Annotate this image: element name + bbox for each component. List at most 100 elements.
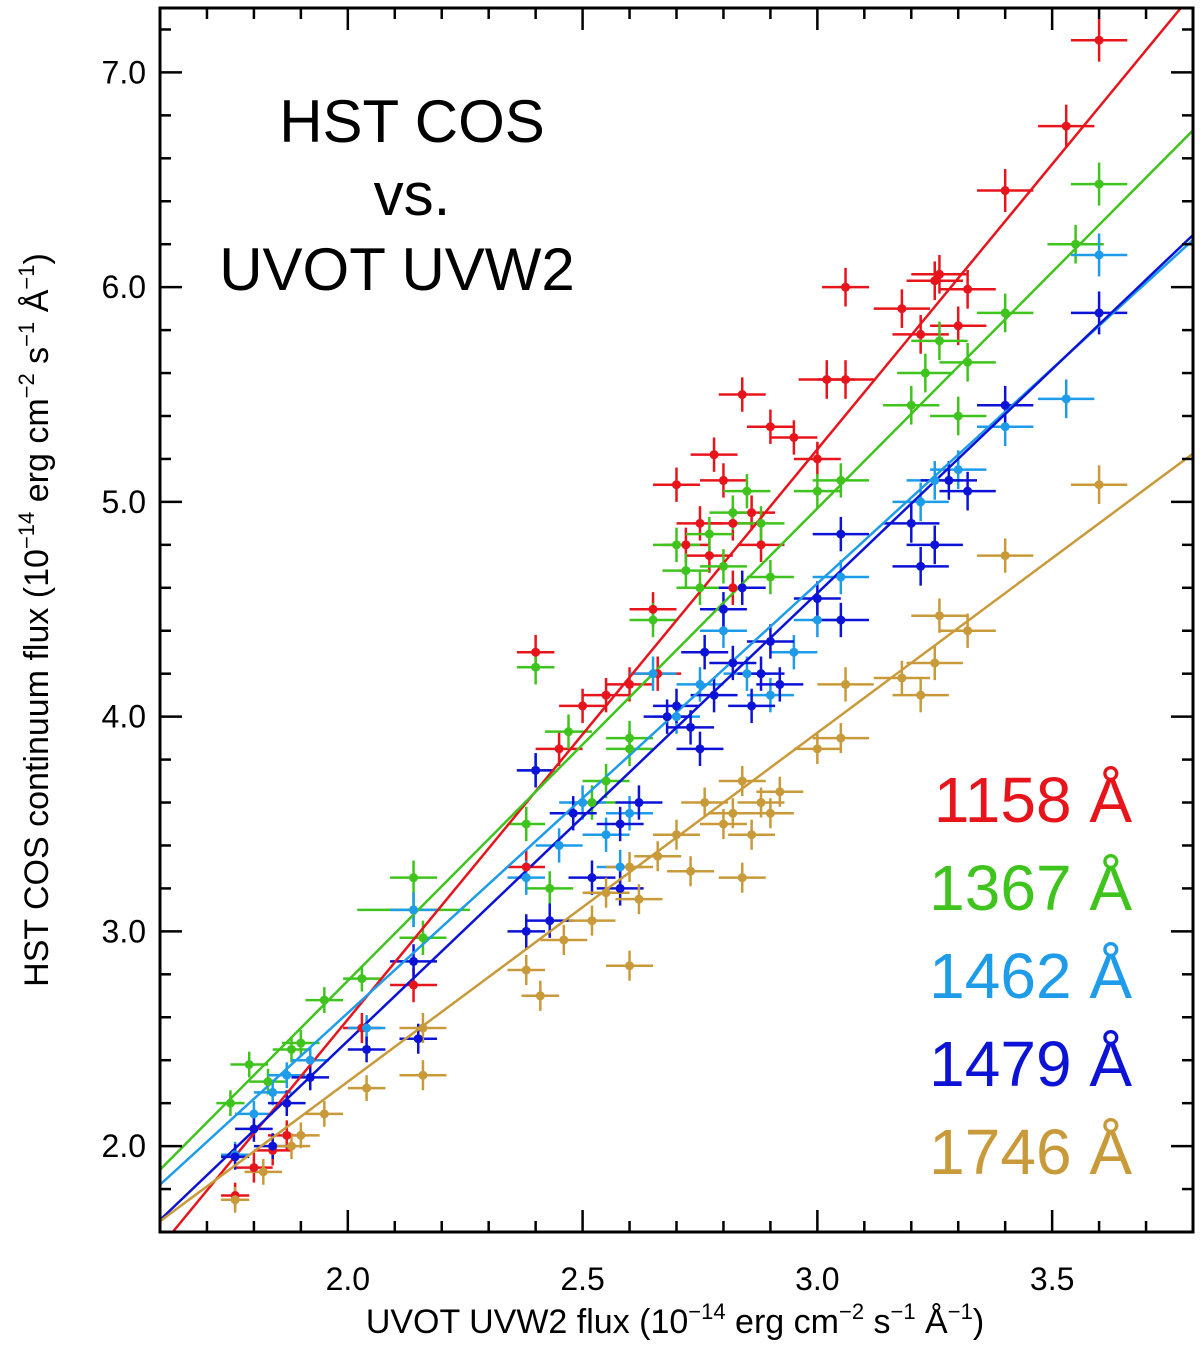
data-point: [906, 518, 916, 528]
data-point: [812, 486, 822, 496]
legend-entry-1462: 1462 Å: [929, 940, 1132, 1012]
data-point: [249, 1124, 259, 1134]
data-point: [268, 1087, 278, 1097]
data-point: [249, 1109, 259, 1119]
data-point: [625, 961, 635, 971]
data-point: [963, 357, 973, 367]
y-axis-label: HST COS continuum flux (10−14 erg cm−2 s…: [14, 253, 56, 987]
data-point: [836, 529, 846, 539]
data-point: [686, 866, 696, 876]
data-point: [841, 282, 851, 292]
data-point: [700, 798, 710, 808]
data-point: [418, 1023, 428, 1033]
data-point: [615, 883, 625, 893]
data-point: [601, 776, 611, 786]
data-point: [634, 798, 644, 808]
data-point: [362, 1083, 372, 1093]
data-point: [662, 712, 672, 722]
data-point: [521, 873, 531, 883]
data-point: [296, 1130, 306, 1140]
data-point: [695, 679, 705, 689]
data-point: [282, 1098, 292, 1108]
data-point: [672, 540, 681, 550]
data-point: [897, 673, 907, 683]
data-point: [409, 980, 419, 990]
chart-title: HST COS vs. UVOT UVW2: [219, 88, 575, 303]
data-point: [578, 798, 588, 808]
data-point: [601, 830, 611, 840]
data-point: [653, 851, 663, 861]
data-point: [1094, 250, 1104, 260]
data-point: [634, 894, 644, 904]
x-tick-label: 3.0: [795, 1261, 839, 1297]
data-point: [700, 647, 710, 657]
data-point: [836, 572, 846, 582]
data-point: [963, 626, 973, 636]
data-point: [737, 776, 747, 786]
data-point: [812, 594, 822, 604]
data-point: [916, 497, 926, 507]
data-point: [920, 368, 930, 378]
data-point: [531, 765, 541, 775]
x-tick-label: 2.5: [560, 1261, 604, 1297]
data-point: [625, 862, 635, 872]
data-point: [747, 508, 757, 518]
data-point: [934, 336, 944, 346]
data-point: [672, 830, 681, 840]
data-point: [906, 400, 916, 410]
data-point: [1000, 422, 1010, 432]
data-point: [953, 411, 963, 421]
data-point: [1000, 308, 1010, 318]
data-point: [648, 615, 658, 625]
data-point: [409, 905, 419, 915]
data-point: [737, 390, 747, 400]
data-point: [953, 465, 963, 475]
data-point: [704, 551, 714, 561]
data-point: [268, 1141, 278, 1151]
x-tick-label: 2.0: [326, 1261, 370, 1297]
data-point: [728, 518, 738, 528]
data-point: [249, 1163, 259, 1173]
data-point: [648, 604, 658, 614]
data-point: [319, 1109, 329, 1119]
data-point: [554, 744, 564, 754]
data-point: [672, 701, 681, 711]
data-point: [737, 873, 747, 883]
data-point: [742, 486, 752, 496]
data-point: [695, 518, 705, 528]
data-point: [286, 1044, 296, 1054]
data-point: [728, 583, 738, 593]
data-point: [728, 808, 738, 818]
data-point: [564, 727, 574, 737]
fit-line: [171, 7, 1182, 1233]
data-point: [934, 269, 944, 279]
data-point: [1000, 186, 1010, 196]
data-point: [841, 374, 851, 384]
data-point: [601, 888, 611, 898]
data-point: [718, 626, 728, 636]
data-point: [718, 475, 728, 485]
data-point: [531, 647, 541, 657]
data-point: [357, 974, 367, 984]
data-point: [686, 722, 696, 732]
data-point: [1061, 394, 1071, 404]
data-point: [615, 819, 625, 829]
data-point: [418, 933, 428, 943]
data-point: [756, 669, 766, 679]
y-tick-label: 4.0: [102, 699, 146, 735]
data-point: [1094, 480, 1104, 490]
data-point: [305, 1072, 315, 1082]
title-line-1: HST COS: [279, 88, 545, 155]
data-point: [672, 480, 681, 490]
data-point: [765, 636, 775, 646]
data-point: [930, 658, 940, 668]
data-point: [728, 658, 738, 668]
data-point: [836, 615, 846, 625]
data-point: [521, 965, 531, 975]
fit-line: [159, 129, 1194, 1171]
tick-labels-group: 2.0 2.5 3.0 3.5 2.0 3.0 4.0 5.0 6.0 7.0: [102, 54, 1075, 1297]
data-point: [789, 647, 799, 657]
data-point: [625, 744, 635, 754]
data-point: [545, 916, 555, 926]
data-point: [718, 561, 728, 571]
